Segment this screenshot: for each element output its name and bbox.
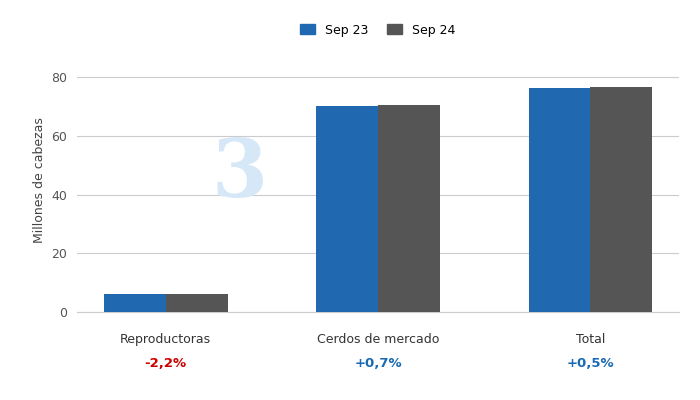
Text: +0,7%: +0,7% <box>354 357 402 370</box>
Bar <box>165 294 228 312</box>
Bar <box>378 105 440 312</box>
Text: 3: 3 <box>542 136 598 214</box>
Text: +0,5%: +0,5% <box>567 357 615 370</box>
Text: 3: 3 <box>211 136 267 214</box>
Text: 3: 3 <box>380 136 436 214</box>
Bar <box>316 106 378 312</box>
Text: Total: Total <box>576 333 606 346</box>
Text: Cerdos de mercado: Cerdos de mercado <box>317 333 439 346</box>
Text: Reproductoras: Reproductoras <box>120 333 211 346</box>
Bar <box>591 87 652 312</box>
Bar <box>528 88 591 312</box>
Legend: Sep 23, Sep 24: Sep 23, Sep 24 <box>294 17 462 43</box>
Y-axis label: Millones de cabezas: Millones de cabezas <box>33 117 46 243</box>
Bar <box>104 294 165 312</box>
Text: -2,2%: -2,2% <box>144 357 187 370</box>
